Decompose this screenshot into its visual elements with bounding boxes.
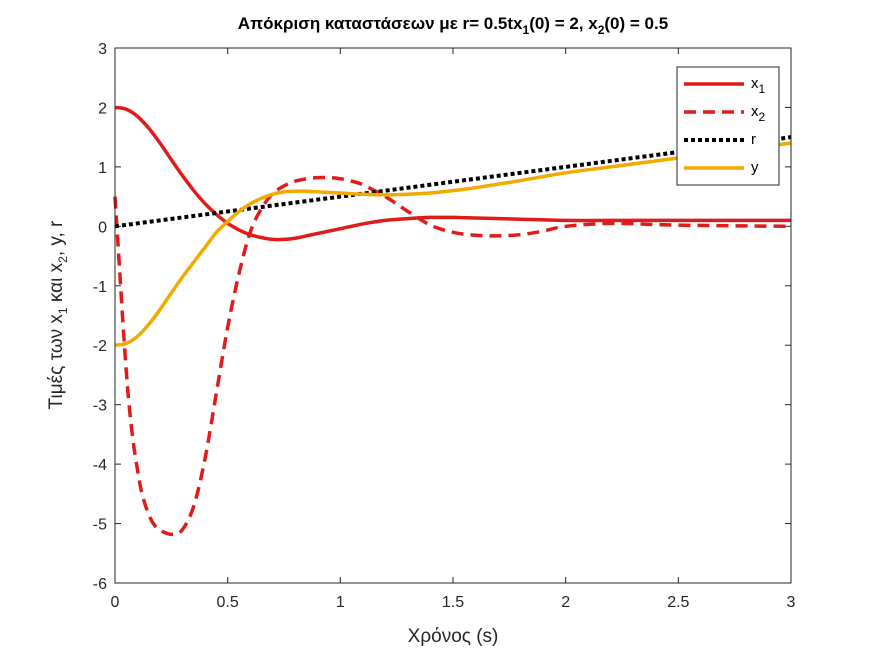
legend-label: x1 bbox=[751, 75, 766, 96]
series-line-y bbox=[114, 141, 792, 347]
series-line-x1 bbox=[114, 105, 791, 242]
x-tick-label: 3 bbox=[787, 594, 796, 611]
legend-label: r bbox=[751, 131, 756, 148]
y-tick-label: -3 bbox=[93, 398, 107, 415]
chart-title: Απόκριση καταστάσεων με r= 0.5tx1(0) = 2… bbox=[238, 14, 668, 37]
x-tick-label: 1 bbox=[336, 594, 345, 611]
y-axis-ticks: -6 -5 -4 -3 -2 -1 0 1 2 3 bbox=[93, 41, 791, 593]
series-line-x2 bbox=[113, 175, 792, 537]
y-tick-label: -4 bbox=[93, 457, 107, 474]
y-tick-label: 2 bbox=[98, 100, 107, 117]
y-tick-label: 3 bbox=[98, 41, 107, 58]
y-tick-label: 0 bbox=[98, 219, 107, 236]
y-axis-label: Τιμές των x1 και x2, y, r bbox=[46, 220, 70, 409]
x-tick-label: 2.5 bbox=[667, 594, 689, 611]
legend-label: y bbox=[751, 159, 759, 176]
y-tick-label: -6 bbox=[93, 576, 107, 593]
x-tick-label: 2 bbox=[561, 594, 570, 611]
y-tick-label: 1 bbox=[98, 160, 107, 177]
legend-box bbox=[676, 66, 780, 186]
x-tick-label: 1.5 bbox=[442, 594, 464, 611]
x-tick-label: 0.5 bbox=[217, 594, 239, 611]
x-axis-label: Χρόνος (s) bbox=[408, 626, 499, 647]
plot-frame bbox=[114, 47, 792, 584]
legend-label: x2 bbox=[751, 103, 766, 124]
legend: x1 x2 ry bbox=[676, 66, 780, 186]
y-tick-label: -5 bbox=[93, 517, 107, 534]
y-tick-label: -1 bbox=[93, 279, 107, 296]
y-tick-label: -2 bbox=[93, 338, 107, 355]
x-tick-label: 0 bbox=[111, 594, 120, 611]
